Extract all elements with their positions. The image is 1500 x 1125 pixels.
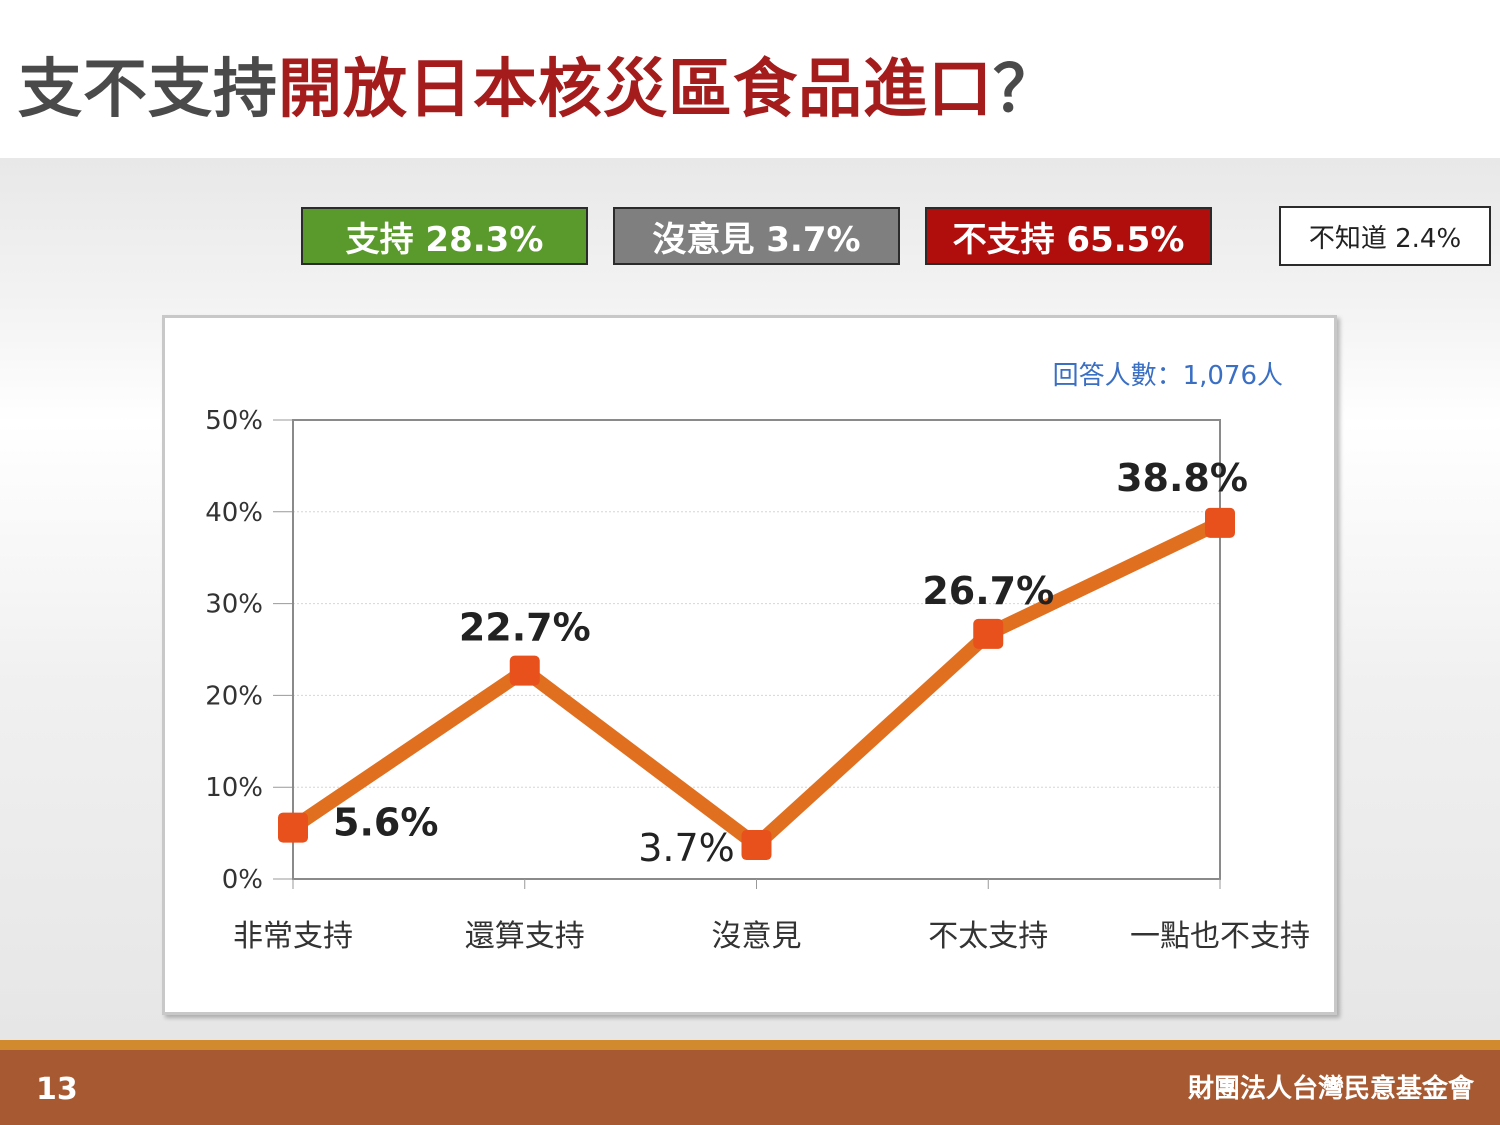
line-chart: 0% 10% 20% 30% 40% 50% 非常支持 還算支持 沒意見 不太支持 一點也不支持 5.… (205, 361, 1310, 954)
title-suffix: ？ (993, 53, 1058, 127)
title-prefix: 支不支持 (18, 53, 278, 127)
data-label: 26.7% (922, 569, 1054, 613)
x-tick-label: 一點也不支持 (1130, 919, 1310, 954)
title-highlight: 開放日本核災區食品進口 (278, 53, 993, 127)
x-tick-label: 還算支持 (465, 919, 585, 954)
y-tick-label: 10% (205, 773, 263, 803)
y-tick-label: 30% (205, 590, 263, 620)
data-label: 5.6% (333, 801, 438, 845)
chart-frame: 0% 10% 20% 30% 40% 50% 非常支持 還算支持 沒意見 不太支持 一點也不支持 5.… (162, 315, 1337, 1015)
data-point (278, 812, 308, 843)
data-point (509, 655, 540, 686)
footer-accent-line (0, 1040, 1500, 1050)
y-tick-label: 50% (205, 406, 263, 436)
no-opinion-summary-badge: 沒意見 3.7% (613, 207, 900, 265)
y-tick-label: 40% (205, 498, 263, 528)
organization-name: 財團法人台灣民意基金會 (1187, 1074, 1474, 1104)
data-label: 38.8% (1116, 456, 1248, 500)
respondents-annotation: 回答人數：1,076人 (1053, 361, 1283, 391)
x-tick-label: 不太支持 (928, 919, 1048, 954)
page-title: 支不支持開放日本核災區食品進口？ (18, 38, 1058, 130)
x-tick-label: 非常支持 (233, 919, 353, 954)
unknown-summary-badge: 不知道 2.4% (1279, 206, 1491, 266)
y-tick-label: 20% (205, 681, 263, 711)
data-point (973, 618, 1004, 649)
y-tick-label: 0% (222, 865, 263, 895)
data-label: 3.7% (638, 826, 735, 870)
support-summary-badge: 支持 28.3% (301, 207, 588, 265)
slide-header: 支不支持開放日本核災區食品進口？ (0, 0, 1500, 158)
page-number: 13 (36, 1072, 78, 1107)
slide-footer (0, 1050, 1500, 1125)
data-label: 22.7% (459, 606, 591, 650)
oppose-summary-badge: 不支持 65.5% (925, 207, 1212, 265)
x-tick-label: 沒意見 (712, 919, 802, 954)
data-point (1205, 507, 1235, 538)
series-line (286, 515, 1227, 855)
data-point (741, 830, 772, 861)
